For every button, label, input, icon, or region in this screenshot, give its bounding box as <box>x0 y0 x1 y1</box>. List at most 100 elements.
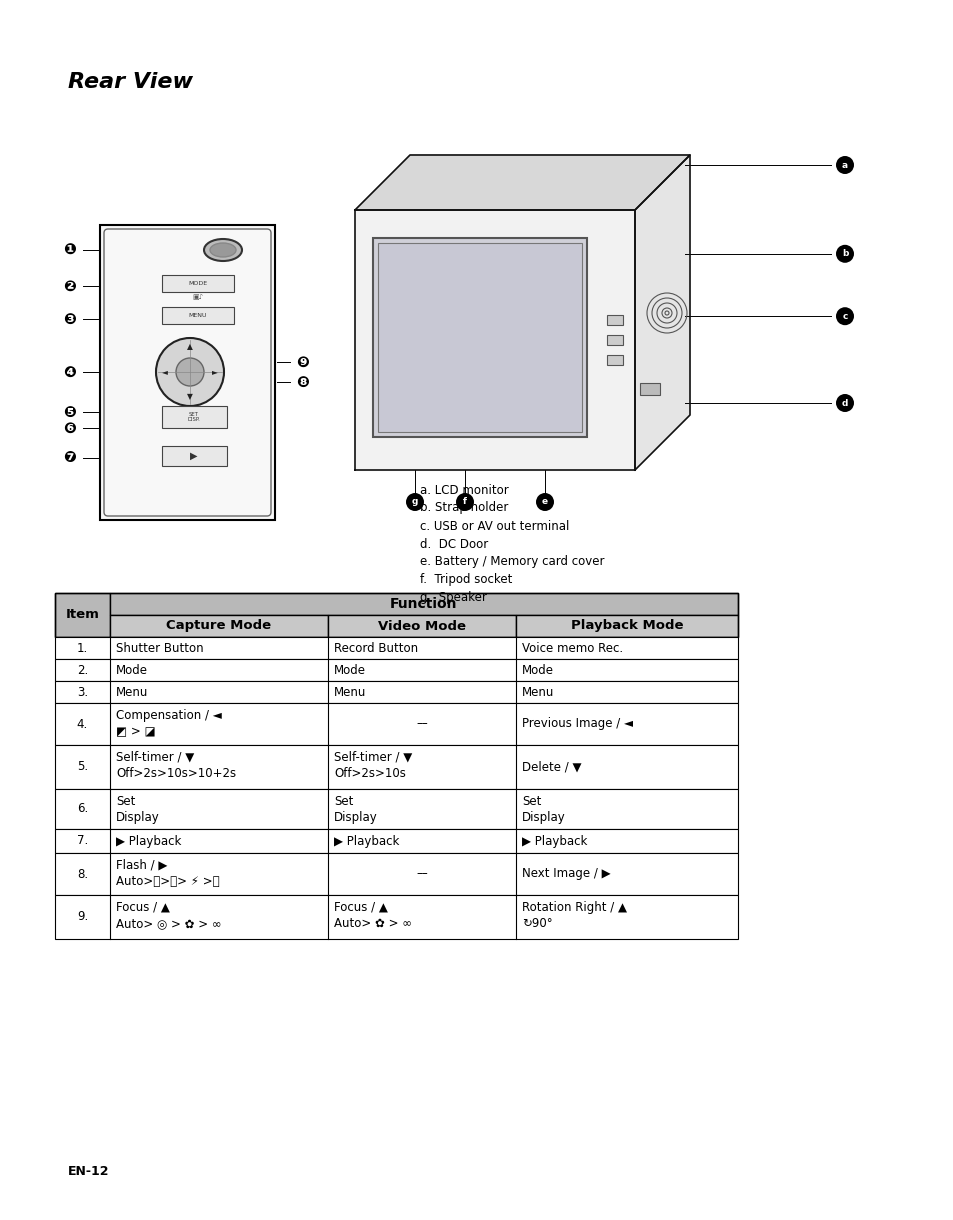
Circle shape <box>835 307 853 326</box>
Bar <box>55 681 738 703</box>
Text: MENU: MENU <box>189 314 207 318</box>
Bar <box>162 447 227 466</box>
Text: ❺: ❺ <box>64 405 76 420</box>
Text: SET
DISP.: SET DISP. <box>188 411 200 422</box>
Circle shape <box>175 357 204 386</box>
Text: Menu: Menu <box>521 686 554 699</box>
Bar <box>55 745 738 789</box>
Text: ▶ Playback: ▶ Playback <box>116 834 181 848</box>
Polygon shape <box>355 210 635 470</box>
Text: f: f <box>462 498 467 506</box>
Text: ◄: ◄ <box>162 367 168 377</box>
Bar <box>606 336 622 345</box>
Text: 4.: 4. <box>77 717 88 731</box>
Text: MODE: MODE <box>189 281 208 285</box>
Text: b: b <box>841 249 847 259</box>
Ellipse shape <box>210 243 235 257</box>
Circle shape <box>835 245 853 262</box>
Text: 1.: 1. <box>77 642 88 654</box>
Text: ▼: ▼ <box>187 393 193 401</box>
Bar <box>162 307 233 325</box>
Text: ▶ Playback: ▶ Playback <box>334 834 399 848</box>
Text: Capture Mode: Capture Mode <box>166 620 272 632</box>
Text: Delete / ▼: Delete / ▼ <box>521 760 581 773</box>
Text: 8.: 8. <box>77 867 88 881</box>
Text: Menu: Menu <box>334 686 366 699</box>
Text: Flash / ▶
Auto>Ⓖ>⑃> ⚡ >ⓔ: Flash / ▶ Auto>Ⓖ>⑃> ⚡ >ⓔ <box>116 859 219 888</box>
Bar <box>55 830 738 853</box>
Text: ––: –– <box>416 717 428 731</box>
Bar <box>373 238 586 437</box>
Text: d: d <box>841 399 847 407</box>
Text: ❼: ❼ <box>64 450 76 466</box>
Text: a: a <box>841 161 847 170</box>
Text: Mode: Mode <box>521 664 554 677</box>
Bar <box>162 274 233 292</box>
Bar <box>55 703 738 745</box>
Text: ❻: ❻ <box>64 421 76 436</box>
Text: Set
Display: Set Display <box>521 795 565 824</box>
Bar <box>606 315 622 325</box>
Circle shape <box>406 493 423 511</box>
Bar <box>100 224 274 520</box>
Bar <box>516 615 738 637</box>
Text: Video Mode: Video Mode <box>377 620 465 632</box>
Text: Rotation Right / ▲
↻90°: Rotation Right / ▲ ↻90° <box>521 902 626 930</box>
Text: Function: Function <box>390 597 457 611</box>
Text: Playback Mode: Playback Mode <box>570 620 682 632</box>
Bar <box>606 355 622 365</box>
Text: ❹: ❹ <box>64 365 76 379</box>
Text: Compensation / ◄
◩ > ◪: Compensation / ◄ ◩ > ◪ <box>116 709 221 738</box>
Text: EN-12: EN-12 <box>68 1165 110 1179</box>
Text: ❷: ❷ <box>64 278 76 294</box>
Bar <box>110 615 328 637</box>
Circle shape <box>835 156 853 174</box>
Text: g: g <box>412 498 417 506</box>
Text: 5.: 5. <box>77 760 88 773</box>
Bar <box>55 637 738 659</box>
Bar <box>55 659 738 681</box>
Ellipse shape <box>204 239 242 261</box>
Text: 9.: 9. <box>77 910 88 924</box>
Text: ❾: ❾ <box>296 355 309 370</box>
Text: ▶ Playback: ▶ Playback <box>521 834 587 848</box>
Text: f.  Tripod socket: f. Tripod socket <box>419 573 512 587</box>
Bar <box>55 895 738 939</box>
Text: Mode: Mode <box>116 664 148 677</box>
Text: Item: Item <box>66 609 99 621</box>
Bar <box>110 593 738 615</box>
Text: Self-timer / ▼
Off>2s>10s: Self-timer / ▼ Off>2s>10s <box>334 752 412 780</box>
Text: a. LCD monitor: a. LCD monitor <box>419 483 508 497</box>
Circle shape <box>835 394 853 412</box>
Polygon shape <box>635 155 689 470</box>
Circle shape <box>156 338 224 406</box>
Text: c. USB or AV out terminal: c. USB or AV out terminal <box>419 520 569 532</box>
Text: ❽: ❽ <box>296 375 309 389</box>
Text: ❶: ❶ <box>64 243 76 257</box>
Text: e. Battery / Memory card cover: e. Battery / Memory card cover <box>419 555 604 569</box>
Bar <box>162 406 227 428</box>
Text: Shutter Button: Shutter Button <box>116 642 203 654</box>
Polygon shape <box>355 155 689 210</box>
Circle shape <box>536 493 554 511</box>
Text: c: c <box>841 311 847 321</box>
Text: ❸: ❸ <box>64 311 76 327</box>
Text: ▣♪: ▣♪ <box>193 294 203 300</box>
Text: ▶: ▶ <box>190 451 197 461</box>
Text: 3.: 3. <box>77 686 88 699</box>
Text: Next Image / ▶: Next Image / ▶ <box>521 867 610 881</box>
Text: Focus / ▲
Auto> ◎ > ✿ > ∞: Focus / ▲ Auto> ◎ > ✿ > ∞ <box>116 902 221 930</box>
Text: Previous Image / ◄: Previous Image / ◄ <box>521 717 633 731</box>
Text: Focus / ▲
Auto> ✿ > ∞: Focus / ▲ Auto> ✿ > ∞ <box>334 902 412 930</box>
Text: g.  Speaker: g. Speaker <box>419 592 486 604</box>
Text: 6.: 6. <box>77 803 88 815</box>
Bar <box>55 853 738 895</box>
Text: Self-timer / ▼
Off>2s>10s>10+2s: Self-timer / ▼ Off>2s>10s>10+2s <box>116 752 236 780</box>
Bar <box>55 789 738 830</box>
Text: Mode: Mode <box>334 664 366 677</box>
Bar <box>328 615 516 637</box>
Text: Menu: Menu <box>116 686 149 699</box>
Bar <box>55 593 738 637</box>
Text: 2.: 2. <box>77 664 88 677</box>
Bar <box>55 593 110 637</box>
